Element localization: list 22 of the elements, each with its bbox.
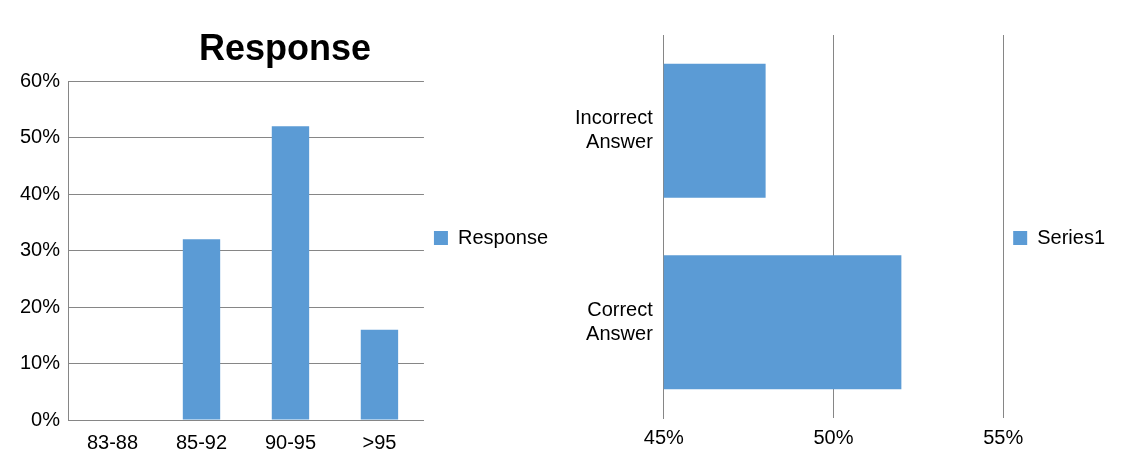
x-tick-label: 90-95 — [264, 430, 317, 453]
bar — [271, 126, 310, 420]
y-tick-label: 0% — [31, 407, 61, 430]
y-tick-label: 40% — [20, 181, 61, 204]
y-tick-label: 60% — [20, 68, 61, 91]
y-tick-label: 20% — [20, 294, 61, 317]
bar — [182, 239, 221, 420]
chart-title: Response — [198, 26, 372, 68]
x-tick-label: 50% — [813, 425, 854, 448]
x-tick-label: 55% — [983, 425, 1024, 448]
legend-label: Series1 — [1037, 225, 1105, 248]
x-tick-label: >95 — [362, 430, 397, 453]
legend-label: Response — [457, 225, 548, 248]
y-tick-label: Incorrect Answer — [574, 106, 654, 153]
y-tick-label: Correct Answer — [586, 297, 654, 344]
y-tick-label: 50% — [20, 125, 61, 148]
bar — [360, 329, 399, 420]
x-tick-label: 45% — [643, 425, 685, 448]
y-tick-label: 10% — [20, 351, 61, 374]
x-tick-label: 83-88 — [86, 430, 139, 453]
y-tick-label: 30% — [20, 238, 61, 261]
x-tick-label: 85-92 — [175, 430, 228, 453]
